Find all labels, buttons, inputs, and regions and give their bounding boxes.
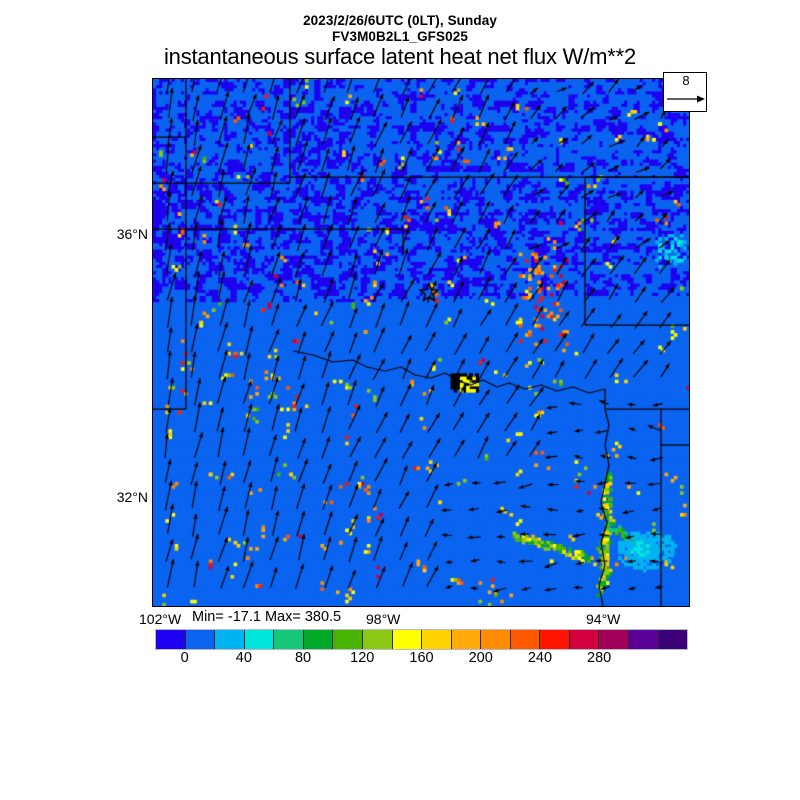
page-title: instantaneous surface latent heat net fl… bbox=[163, 44, 637, 69]
colorbar-swatch-11 bbox=[481, 630, 511, 649]
colorbar[interactable] bbox=[155, 629, 688, 650]
colorbar-swatch-6 bbox=[333, 630, 363, 649]
colorbar-swatch-5 bbox=[303, 630, 334, 649]
lon-label-94w: 94°W bbox=[586, 611, 621, 627]
colorbar-swatch-16 bbox=[629, 630, 659, 649]
lon-label-98w: 98°W bbox=[366, 611, 401, 627]
colorbar-tick-120: 120 bbox=[350, 650, 375, 666]
lat-label-32n: 32°N bbox=[116, 489, 148, 505]
colorbar-tick-40: 40 bbox=[235, 650, 252, 666]
lon-label-102w: 102°W bbox=[139, 611, 182, 627]
colorbar-swatch-0 bbox=[156, 630, 186, 649]
colorbar-tick-160: 160 bbox=[409, 650, 434, 666]
colorbar-swatch-4 bbox=[274, 630, 304, 649]
vector-scale-legend: 8 bbox=[663, 72, 707, 112]
colorbar-swatch-14 bbox=[569, 630, 600, 649]
colorbar-swatch-17 bbox=[658, 630, 688, 649]
colorbar-swatch-1 bbox=[185, 630, 216, 649]
model-title: FV3M0B2L1_GFS025 bbox=[332, 29, 468, 44]
colorbar-tick-0: 0 bbox=[180, 650, 189, 666]
colorbar-swatch-9 bbox=[422, 630, 452, 649]
colorbar-swatch-13 bbox=[540, 630, 570, 649]
datetime-title: 2023/2/26/6UTC (0LT), Sunday bbox=[303, 13, 497, 28]
minmax-stats: Min= -17.1 Max= 380.5 bbox=[192, 609, 342, 625]
colorbar-tick-200: 200 bbox=[468, 650, 493, 666]
map-plot-area[interactable] bbox=[152, 78, 690, 607]
vector-magnitude-label: 8 bbox=[682, 73, 690, 88]
colorbar-swatch-3 bbox=[244, 630, 275, 649]
flux-heatmap-canvas bbox=[153, 79, 689, 606]
colorbar-swatch-7 bbox=[362, 630, 393, 649]
lat-label-36n: 36°N bbox=[116, 226, 148, 242]
colorbar-tick-280: 280 bbox=[587, 650, 612, 666]
colorbar-swatch-2 bbox=[215, 630, 245, 649]
colorbar-tick-80: 80 bbox=[294, 650, 312, 666]
right-arrow-icon bbox=[667, 95, 705, 103]
colorbar-tick-labels: 0 40 80 120 160 200 240 280 bbox=[155, 650, 688, 670]
colorbar-swatch-8 bbox=[392, 630, 423, 649]
colorbar-swatch-10 bbox=[451, 630, 482, 649]
colorbar-tick-240: 240 bbox=[527, 650, 553, 666]
colorbar-swatch-15 bbox=[599, 630, 629, 649]
colorbar-swatch-12 bbox=[510, 630, 541, 649]
